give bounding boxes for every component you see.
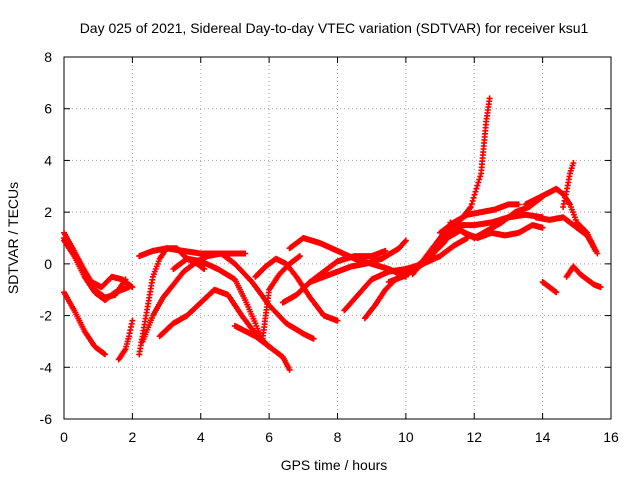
series-markers — [539, 279, 560, 296]
series-sat-z — [560, 160, 577, 210]
series-markers — [231, 253, 303, 345]
x-tick-label: 2 — [128, 429, 136, 445]
series-markers — [437, 201, 522, 236]
axis-ticks: 0 2 4 6 8 10 12 14 16 -6 -4 -2 0 2 4 6 8 — [40, 49, 619, 445]
grid — [64, 57, 611, 419]
series-markers — [61, 235, 136, 291]
series-sat-o — [307, 237, 409, 285]
series-markers — [252, 255, 341, 324]
x-tick-label: 12 — [466, 429, 482, 445]
series-markers — [522, 185, 601, 257]
series-sat-x — [532, 214, 599, 254]
x-tick-label: 14 — [535, 429, 551, 445]
series-sat-w — [522, 185, 601, 257]
y-tick-label: 4 — [44, 152, 52, 168]
series-sat-s — [409, 211, 546, 278]
series-sat-e — [115, 317, 136, 363]
x-tick-label: 16 — [603, 429, 619, 445]
y-tick-label: 8 — [44, 49, 52, 65]
series-sat-aa — [563, 263, 604, 291]
x-axis-label: GPS time / hours — [281, 457, 388, 473]
series-markers — [170, 255, 273, 350]
x-tick-label: 0 — [60, 429, 68, 445]
series-sat-y — [539, 279, 560, 296]
series-markers — [532, 214, 599, 254]
y-tick-label: -4 — [40, 359, 53, 375]
series-markers — [560, 160, 577, 210]
series-sat-i — [156, 286, 293, 373]
series-markers — [409, 211, 546, 278]
series-markers — [156, 286, 293, 373]
data-points — [61, 95, 604, 373]
x-tick-label: 6 — [265, 429, 273, 445]
y-tick-label: -2 — [40, 308, 53, 324]
y-tick-label: 2 — [44, 204, 52, 220]
series-markers — [563, 263, 604, 291]
y-tick-label: 0 — [44, 256, 52, 272]
series-sat-d — [61, 289, 108, 358]
chart-title: Day 025 of 2021, Sidereal Day-to-day VTE… — [80, 20, 589, 36]
series-markers — [115, 317, 136, 363]
series-sat-c — [61, 235, 136, 291]
series-sat-l — [252, 255, 341, 324]
x-tick-label: 8 — [334, 429, 342, 445]
y-tick-label: 6 — [44, 101, 52, 117]
series-markers — [307, 237, 409, 285]
y-axis-label: SDTVAR / TECUs — [5, 182, 21, 294]
series-markers — [61, 289, 108, 358]
x-tick-label: 4 — [197, 429, 205, 445]
series-sat-j — [170, 255, 273, 350]
y-tick-label: -6 — [40, 411, 53, 427]
series-sat-k — [231, 253, 303, 345]
series-sat-v — [437, 201, 522, 236]
x-tick-label: 10 — [398, 429, 414, 445]
